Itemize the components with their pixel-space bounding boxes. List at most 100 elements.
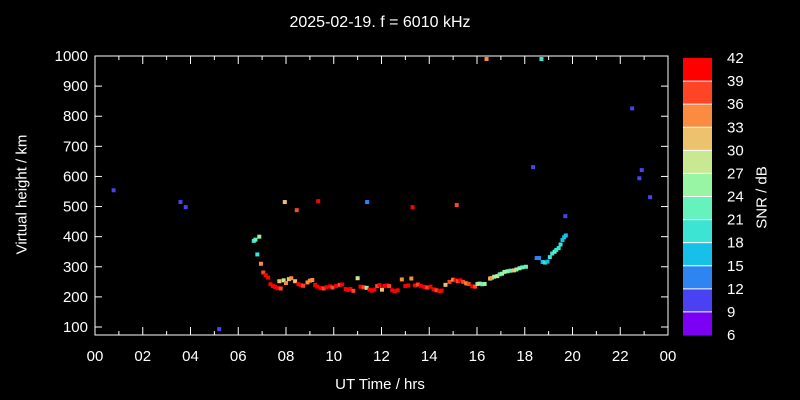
data-point bbox=[399, 277, 404, 282]
data-point bbox=[305, 280, 310, 285]
colorbar-segment bbox=[683, 219, 712, 244]
data-point bbox=[637, 176, 642, 181]
data-point bbox=[439, 288, 444, 293]
x-tick-label: 22 bbox=[612, 348, 629, 365]
colorbar-tick-label: 24 bbox=[727, 189, 744, 206]
data-point bbox=[321, 286, 326, 291]
data-point bbox=[523, 264, 528, 269]
data-point bbox=[500, 271, 505, 276]
colorbar-segment bbox=[683, 150, 712, 174]
data-point bbox=[351, 288, 356, 293]
data-point bbox=[355, 276, 360, 281]
data-point bbox=[630, 106, 635, 111]
data-point bbox=[324, 285, 329, 290]
data-point bbox=[563, 233, 568, 238]
x-tick-label: 20 bbox=[564, 348, 581, 365]
data-point bbox=[330, 285, 335, 290]
x-tick-label: 00 bbox=[660, 348, 677, 365]
data-point bbox=[531, 165, 536, 170]
data-point bbox=[375, 284, 380, 289]
data-point bbox=[412, 283, 417, 288]
colorbar-tick-label: 12 bbox=[727, 281, 744, 298]
colorbar-tick-label: 39 bbox=[727, 73, 744, 90]
data-point bbox=[480, 282, 485, 287]
data-point bbox=[372, 287, 377, 292]
data-point bbox=[502, 269, 507, 274]
data-point bbox=[534, 256, 539, 261]
y-tick-label: 900 bbox=[63, 78, 88, 95]
colorbar-tick-label: 33 bbox=[727, 119, 744, 136]
x-tick-label: 16 bbox=[469, 348, 486, 365]
y-tick-label: 500 bbox=[63, 199, 88, 216]
data-point bbox=[482, 281, 487, 286]
data-point bbox=[447, 279, 452, 284]
y-tick-label: 1000 bbox=[55, 48, 88, 65]
data-point bbox=[266, 275, 271, 280]
data-point bbox=[545, 259, 550, 264]
data-point bbox=[284, 281, 288, 286]
data-point bbox=[268, 282, 273, 287]
colorbar-segment bbox=[683, 311, 712, 336]
data-point bbox=[520, 265, 525, 270]
data-point bbox=[489, 275, 494, 280]
data-point bbox=[505, 269, 510, 274]
data-point bbox=[379, 287, 384, 292]
data-point bbox=[484, 57, 489, 62]
data-point bbox=[369, 288, 374, 293]
data-point bbox=[406, 283, 411, 288]
colorbar-segment bbox=[683, 81, 712, 105]
data-point bbox=[318, 286, 323, 291]
data-point bbox=[111, 188, 116, 193]
data-point bbox=[415, 282, 420, 287]
data-point bbox=[428, 284, 433, 289]
data-point bbox=[301, 283, 306, 288]
x-tick-label: 00 bbox=[87, 348, 104, 365]
y-tick-label: 800 bbox=[63, 108, 88, 125]
colorbar-segment bbox=[683, 196, 712, 221]
colorbar-segment bbox=[683, 173, 712, 197]
data-point bbox=[497, 272, 502, 277]
data-point bbox=[543, 260, 548, 265]
data-point bbox=[560, 237, 565, 242]
data-point bbox=[253, 237, 258, 242]
data-point bbox=[554, 247, 559, 252]
x-tick-label: 06 bbox=[230, 348, 247, 365]
data-point bbox=[257, 234, 262, 239]
data-point bbox=[316, 199, 321, 204]
colorbar-tick-label: 15 bbox=[727, 258, 744, 275]
data-point bbox=[178, 200, 183, 205]
colorbar-tick-label: 30 bbox=[727, 142, 744, 159]
x-tick-label: 14 bbox=[421, 348, 438, 365]
data-point bbox=[639, 168, 644, 173]
colorbar-tick-label: 9 bbox=[727, 304, 735, 321]
data-point bbox=[258, 261, 263, 266]
data-point bbox=[270, 284, 275, 289]
data-point bbox=[540, 259, 545, 264]
data-point bbox=[277, 279, 282, 284]
data-point bbox=[458, 278, 463, 283]
x-tick-label: 04 bbox=[182, 348, 199, 365]
data-point bbox=[473, 284, 478, 289]
data-point bbox=[431, 287, 436, 292]
data-point bbox=[273, 284, 278, 289]
data-point bbox=[437, 289, 442, 294]
data-point bbox=[512, 268, 517, 273]
colorbar-segment bbox=[683, 104, 712, 128]
data-point bbox=[550, 251, 555, 256]
data-point bbox=[346, 287, 351, 292]
y-tick-label: 400 bbox=[63, 229, 88, 246]
data-point bbox=[495, 274, 500, 279]
plot-border bbox=[94, 55, 669, 336]
data-point bbox=[470, 284, 475, 289]
x-tick-label: 12 bbox=[373, 348, 390, 365]
data-point bbox=[451, 277, 456, 282]
data-point bbox=[477, 281, 482, 286]
data-point bbox=[384, 283, 389, 288]
data-point bbox=[425, 285, 430, 290]
data-point bbox=[508, 268, 513, 273]
data-point bbox=[367, 287, 372, 292]
data-point bbox=[315, 284, 320, 289]
x-tick-label: 02 bbox=[134, 348, 151, 365]
